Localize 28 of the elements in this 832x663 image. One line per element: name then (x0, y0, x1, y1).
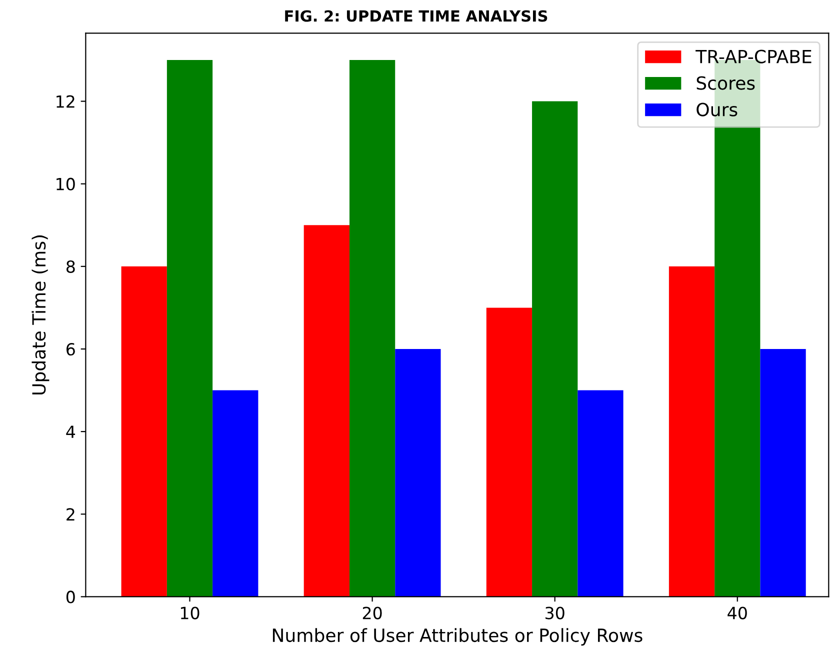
legend-label: Ours (696, 102, 738, 116)
y-tick-label: 0 (66, 590, 75, 604)
x-tick-label: 30 (546, 606, 564, 620)
bar (578, 390, 624, 597)
bar (121, 266, 167, 597)
bar (395, 348, 441, 597)
bar (668, 266, 715, 597)
y-tick-label: 6 (66, 342, 75, 356)
y-tick-label: 4 (66, 426, 76, 438)
x-tick-label: 40 (728, 606, 747, 620)
x-tick-label: 20 (362, 606, 382, 620)
bar (212, 390, 258, 597)
bar (760, 348, 806, 597)
x-axis-title: Number of User Attributes or Policy Rows (272, 628, 642, 646)
bar (349, 60, 396, 597)
y-tick-label: 10 (56, 178, 75, 190)
y-axis-title: Update Time (ms) (32, 235, 50, 394)
legend-label: Scores (696, 76, 755, 90)
bar (532, 101, 578, 597)
y-tick-label: 2 (66, 508, 74, 520)
bar (486, 308, 532, 597)
legend-label: TR-AP-CPABE (696, 50, 812, 64)
y-tick-label: 12 (56, 95, 74, 108)
y-tick-label: 8 (66, 260, 75, 273)
chart-title: FIG. 2: UPDATE TIME ANALYSIS (285, 10, 548, 22)
x-tick-label: 10 (180, 606, 200, 620)
bar (304, 225, 350, 597)
bar (166, 60, 213, 597)
